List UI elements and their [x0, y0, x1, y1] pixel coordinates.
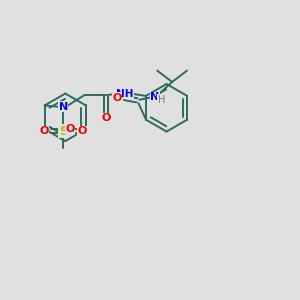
- Text: O: O: [101, 113, 111, 123]
- Text: O: O: [112, 93, 122, 103]
- Text: N: N: [150, 92, 160, 102]
- Text: O: O: [39, 126, 49, 136]
- Text: NH: NH: [116, 88, 133, 98]
- Text: O: O: [78, 126, 87, 136]
- Text: S: S: [58, 125, 68, 138]
- Text: O: O: [65, 124, 74, 134]
- Text: H: H: [158, 95, 165, 105]
- Text: N: N: [58, 102, 68, 112]
